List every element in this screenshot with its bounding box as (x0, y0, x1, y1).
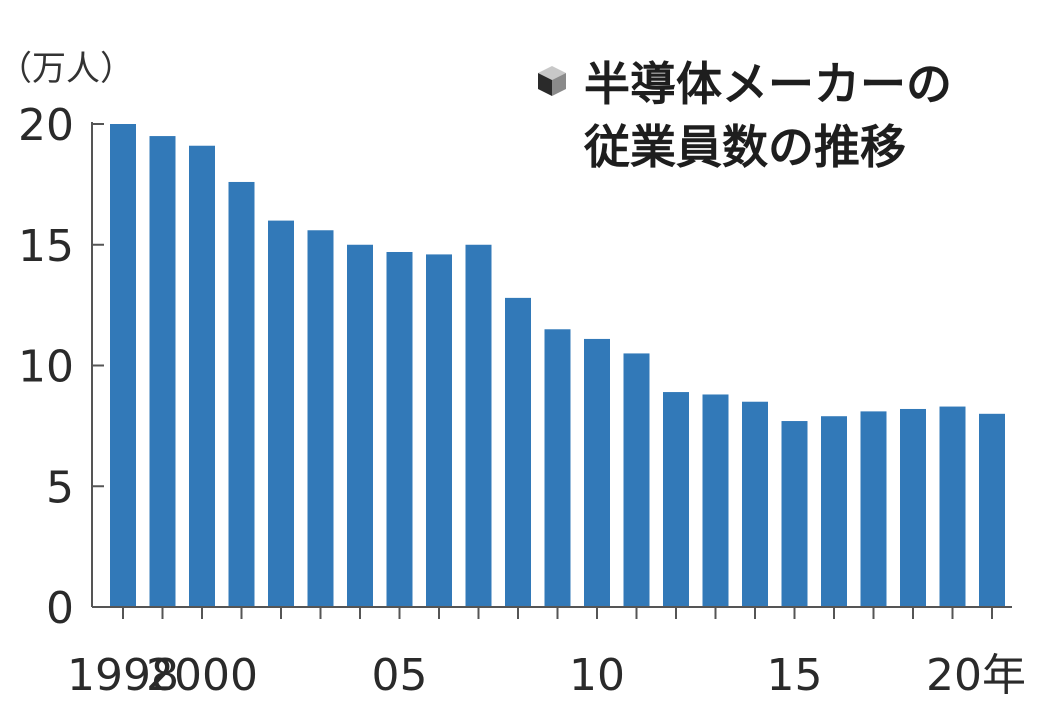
bar-2015 (781, 421, 808, 607)
bar-2018 (900, 408, 926, 607)
chart-title-line-2: 従業員数の推移 (583, 120, 906, 174)
bar-2006 (426, 254, 452, 607)
bar-2012 (663, 392, 689, 607)
bar-2019 (939, 406, 966, 607)
y-axis-unit-label: （万人） (0, 49, 134, 89)
y-tick-label-20: 20 (18, 100, 74, 151)
bar-1998 (110, 124, 136, 607)
y-tick-label-5: 5 (46, 462, 74, 513)
bar-2016 (821, 416, 847, 607)
bar-1999 (149, 136, 176, 607)
chart-title-line-1: 半導体メーカーの (584, 57, 952, 111)
y-tick-label-10: 10 (18, 342, 74, 393)
bar-2007 (465, 244, 492, 607)
bar-2000 (189, 145, 215, 608)
x-tick-label-2020: 20年 (926, 650, 1026, 701)
x-tick-label-2000: 2000 (146, 650, 258, 701)
bar-2017 (860, 411, 887, 607)
bar-2013 (702, 394, 729, 607)
bar-2004 (347, 244, 373, 607)
bar-2008 (505, 297, 531, 607)
x-tick-label-1998: 1998 (67, 650, 179, 701)
bar-2001 (228, 181, 255, 607)
x-tick-label-2015: 15 (767, 650, 823, 701)
bar-2014 (742, 401, 768, 607)
x-tick-label-2010: 10 (569, 650, 625, 701)
bar-2011 (623, 353, 650, 607)
cube-icon (538, 66, 566, 96)
x-tick-label-2005: 05 (372, 650, 428, 701)
bar-2003 (307, 230, 334, 607)
y-tick-label-0: 0 (46, 583, 74, 634)
bar-2005 (386, 251, 413, 607)
bar-2002 (268, 220, 294, 607)
bar-2009 (544, 329, 571, 607)
bar-2010 (584, 338, 610, 607)
y-tick-label-15: 15 (18, 221, 74, 272)
bar-2020 (979, 413, 1005, 607)
